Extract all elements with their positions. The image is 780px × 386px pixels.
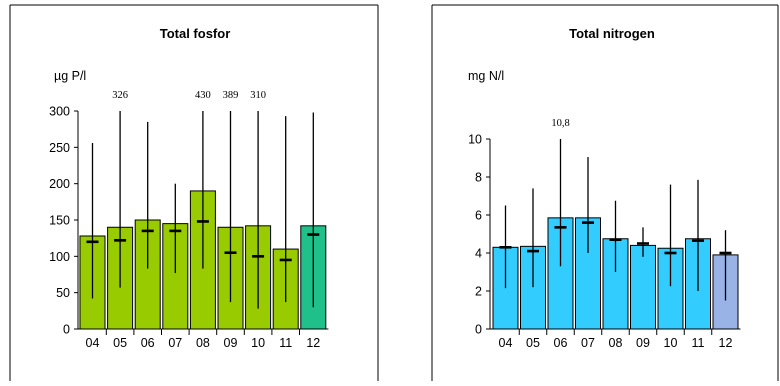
x-tick-label: 11 (692, 336, 705, 350)
x-tick-label: 12 (306, 336, 320, 350)
x-tick-label: 06 (554, 336, 568, 350)
max-value-annotation: 10,8 (551, 118, 569, 129)
chart-panel-nitrogen: Total nitrogen mg N/l 0 2 4 6 8 10 04 05 06 07 08 0… (400, 0, 780, 381)
y-tick-label: 200 (49, 177, 70, 191)
y-tick-label: 2 (475, 285, 482, 299)
y-tick-label: 0 (63, 323, 70, 337)
x-tick-label: 08 (609, 336, 623, 350)
plot-area: 0 50 100 150 200 250 300 04 05 06 07 08 09 10 11 12 326 4… (49, 90, 329, 350)
chart-panel-fosfor: Total fosfor µg P/l 0 50 100 150 200 250 300 04… (0, 0, 380, 381)
x-tick-label: 10 (251, 336, 265, 350)
x-tick-label: 11 (279, 336, 292, 350)
x-tick-label: 07 (168, 336, 182, 350)
chart-title: Total nitrogen (569, 26, 655, 41)
y-tick-label: 250 (49, 141, 70, 155)
y-tick-label: 0 (475, 323, 482, 337)
x-tick-label: 10 (664, 336, 678, 350)
y-tick-label: 150 (49, 214, 70, 228)
x-tick-label: 05 (526, 336, 540, 350)
x-tick-label: 04 (86, 336, 100, 350)
y-tick-label: 50 (56, 286, 70, 300)
y-tick-label: 10 (468, 133, 482, 147)
plot-area: 0 2 4 6 8 10 04 05 06 07 08 09 10 11 12 10,8 (468, 118, 741, 350)
chart-fosfor: Total fosfor µg P/l 05010015020025030004… (9, 4, 379, 381)
max-value-annotation: 430 (195, 90, 211, 101)
x-tick-label: 07 (581, 336, 595, 350)
max-value-annotation: 310 (250, 90, 266, 101)
y-axis-unit: µg P/l (54, 69, 86, 83)
max-value-annotation: 389 (223, 90, 239, 101)
x-tick-label: 09 (224, 336, 238, 350)
bar (630, 244, 656, 330)
y-tick-label: 4 (475, 247, 482, 261)
x-tick-label: 04 (499, 336, 513, 350)
max-value-annotation: 326 (112, 90, 128, 101)
y-tick-label: 8 (475, 171, 482, 185)
x-tick-label: 08 (196, 336, 210, 350)
x-tick-label: 09 (636, 336, 650, 350)
y-tick-label: 6 (475, 209, 482, 223)
y-axis-unit: mg N/l (468, 69, 504, 83)
x-tick-label: 12 (719, 336, 733, 350)
x-tick-label: 06 (141, 336, 155, 350)
chart-title: Total fosfor (160, 26, 231, 41)
x-tick-label: 05 (113, 336, 127, 350)
y-tick-label: 300 (49, 105, 70, 119)
y-tick-label: 100 (49, 250, 70, 264)
